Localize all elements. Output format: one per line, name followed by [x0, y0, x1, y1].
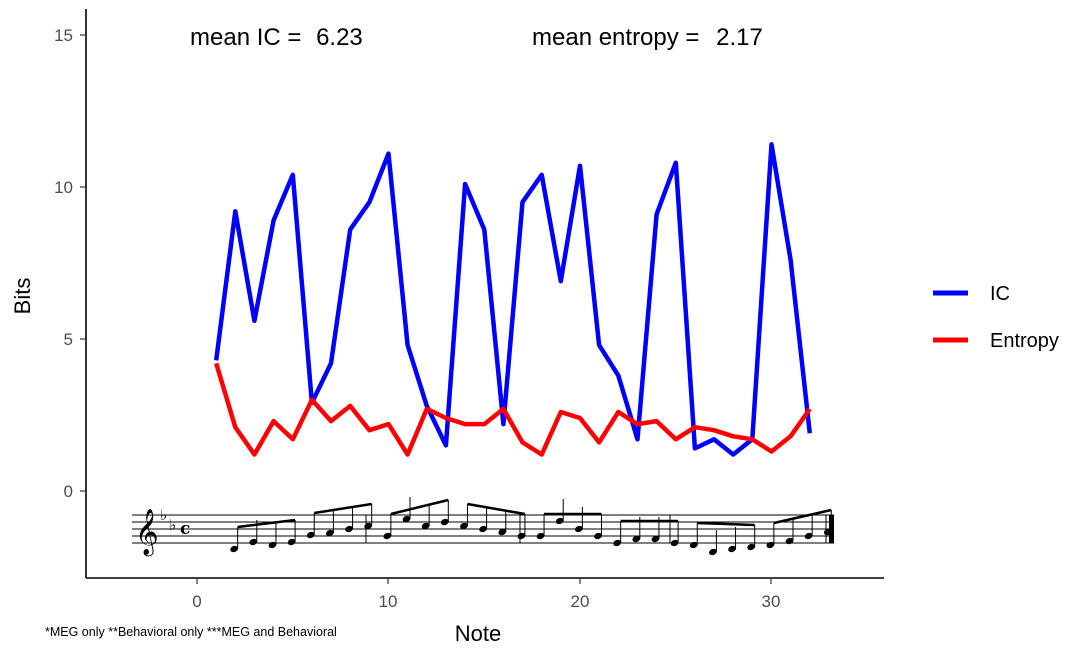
note-head — [306, 531, 315, 539]
note-head — [402, 515, 411, 523]
mean-ic-annotation: mean IC = 6.23 — [190, 24, 363, 51]
note-head — [632, 535, 641, 543]
flat-sign-icon: ♭ — [160, 506, 167, 524]
x-tick-label-0: 0 — [192, 592, 201, 611]
note-head — [594, 532, 602, 540]
note-head — [268, 541, 277, 549]
note-beam — [390, 498, 449, 516]
note-head — [804, 532, 813, 540]
series-layer — [213, 142, 813, 457]
y-axis-title: Bits — [10, 278, 35, 315]
y-tick-label-15: 15 — [54, 26, 73, 45]
note-head — [651, 535, 660, 543]
x-tick-label-10: 10 — [379, 592, 398, 611]
mean-ic-value: 6.23 — [316, 24, 363, 51]
note-head — [785, 537, 794, 545]
series-line-ic — [213, 142, 813, 457]
y-ticks: 0 5 10 15 — [54, 26, 86, 501]
barlines — [365, 515, 827, 543]
note-head — [555, 517, 564, 525]
note-head — [421, 522, 430, 530]
note-head — [574, 525, 583, 533]
note-head — [536, 532, 545, 540]
score-notes — [230, 497, 832, 556]
x-tick-label-30: 30 — [762, 592, 781, 611]
legend-label-ic: IC — [990, 283, 1010, 305]
x-axis-title: Note — [455, 621, 501, 646]
treble-clef-icon: 𝄞 — [135, 509, 159, 557]
final-barline — [829, 515, 834, 543]
note-beam — [237, 518, 296, 529]
legend: IC Entropy — [933, 283, 1059, 352]
x-ticks: 0 10 20 30 — [192, 578, 780, 611]
mean-ic-label: mean IC = — [190, 24, 301, 51]
note-beam — [697, 521, 755, 527]
note-head — [766, 541, 775, 549]
note-head — [345, 525, 353, 533]
note-head — [383, 532, 392, 540]
note-head — [670, 539, 679, 547]
note-head — [440, 518, 449, 526]
music-score-strip: 𝄞 ♭ ♭ c — [132, 497, 834, 557]
x-tick-label-20: 20 — [571, 592, 590, 611]
note-head — [498, 528, 507, 536]
mean-entropy-value: 2.17 — [716, 24, 763, 51]
note-head — [460, 522, 468, 530]
flat-sign-icon: ♭ — [169, 516, 176, 534]
note-head — [230, 545, 239, 553]
note-head — [249, 538, 258, 546]
mean-entropy-annotation: mean entropy = 2.17 — [532, 24, 763, 51]
note-head — [479, 525, 487, 533]
y-tick-label-5: 5 — [64, 330, 73, 349]
series-line-entropy — [214, 362, 812, 457]
mean-entropy-label: mean entropy = — [532, 24, 699, 51]
footnote: *MEG only **Behavioral only ***MEG and B… — [45, 625, 337, 639]
note-head — [728, 545, 736, 553]
y-tick-label-0: 0 — [64, 482, 73, 501]
note-head — [517, 532, 526, 540]
note-head — [689, 541, 698, 549]
legend-label-entropy: Entropy — [990, 330, 1059, 352]
note-head — [709, 548, 717, 556]
note-beam — [467, 502, 526, 516]
y-tick-label-10: 10 — [54, 178, 73, 197]
note-beam — [314, 502, 372, 515]
note-head — [326, 529, 334, 537]
note-head — [747, 543, 756, 551]
note-beam — [773, 508, 832, 525]
note-head — [613, 539, 622, 547]
note-head — [287, 538, 296, 546]
common-time-icon: c — [180, 519, 190, 539]
